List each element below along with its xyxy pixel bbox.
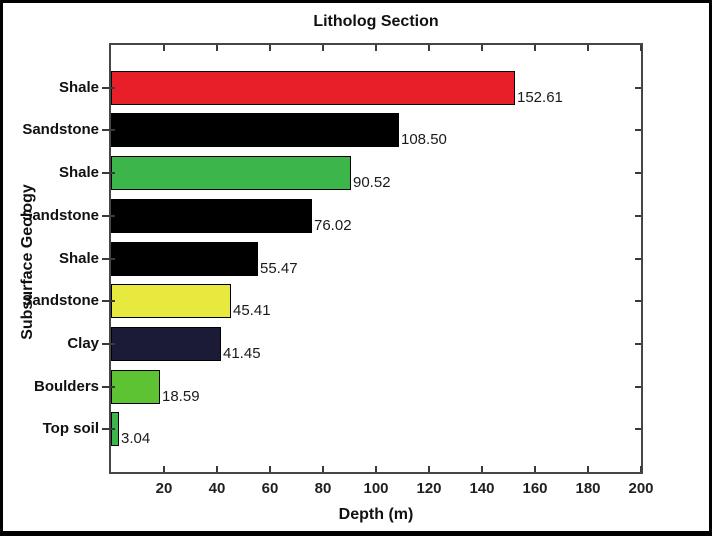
bar [111,113,399,148]
x-tick-label: 40 [208,480,226,497]
x-tick-bottom [534,466,536,472]
category-label: Shale [58,78,99,96]
bar [111,70,515,105]
x-tick-bottom [375,466,377,472]
bar-value-label: 55.47 [260,259,298,277]
y-tick-left [102,342,115,345]
x-tick-bottom [640,466,642,472]
x-axis-label: Depth (m) [338,506,414,523]
y-tick-left [102,385,115,388]
x-tick-top [640,45,642,51]
y-tick-left [102,86,115,89]
x-tick-top [375,45,377,51]
category-label: Sandstone [22,121,99,139]
bar-value-label: 90.52 [353,174,391,192]
y-tick-left [102,300,115,303]
bar [111,241,258,276]
x-tick-label: 100 [363,480,389,497]
plot-area: 152.61 108.50 90.52 76.02 55.47 45.41 41.45 18.… [102,43,643,474]
bar-value-label: 45.41 [233,302,271,320]
x-tick-top [428,45,430,51]
bar [111,326,221,361]
x-tick-label: 20 [155,480,173,497]
category-label: Sandstone [22,206,99,224]
x-tick-bottom [216,466,218,472]
x-tick-label: 60 [261,480,279,497]
bar [111,156,351,191]
x-tick-label: 80 [314,480,332,497]
x-tick-top [216,45,218,51]
y-tick-right [635,214,641,217]
chart-title: Litholog Section [313,13,439,30]
x-tick-bottom [269,466,271,472]
bar [111,198,312,233]
y-tick-right [635,342,641,345]
bar [111,284,231,319]
category-label: Shale [58,164,99,182]
category-label: Boulders [33,377,99,395]
bar-value-label: 152.61 [517,88,563,106]
x-tick-bottom [322,466,324,472]
bar-value-label: 18.59 [162,387,200,405]
bar-value-label: 108.50 [401,131,447,149]
y-tick-right [635,428,641,431]
y-tick-right [635,257,641,260]
x-tick-bottom [481,466,483,472]
y-tick-right [635,86,641,89]
y-tick-right [635,300,641,303]
x-tick-top [481,45,483,51]
category-label: Top soil [42,420,99,438]
x-tick-bottom [163,466,165,472]
y-tick-left [102,428,115,431]
x-tick-bottom [428,466,430,472]
y-tick-left [102,129,115,132]
x-tick-label: 200 [628,480,654,497]
x-tick-top [322,45,324,51]
category-label: Clay [67,334,99,352]
bar-value-label: 76.02 [314,216,352,234]
bar-value-label: 41.45 [223,344,261,362]
x-tick-label: 180 [575,480,601,497]
y-tick-left [102,257,115,260]
bar-value-label: 3.04 [121,430,151,448]
x-tick-top [269,45,271,51]
y-tick-left [102,214,115,217]
x-tick-top [534,45,536,51]
x-tick-top [587,45,589,51]
y-tick-right [635,172,641,175]
y-tick-right [635,385,641,388]
x-tick-top [163,45,165,51]
y-tick-right [635,129,641,132]
category-label: Sandstone [22,292,99,310]
category-label: Shale [58,249,99,267]
x-tick-label: 120 [416,480,442,497]
x-tick-bottom [587,466,589,472]
y-tick-left [102,172,115,175]
x-tick-label: 160 [522,480,548,497]
x-tick-label: 140 [469,480,495,497]
bar [111,369,160,404]
